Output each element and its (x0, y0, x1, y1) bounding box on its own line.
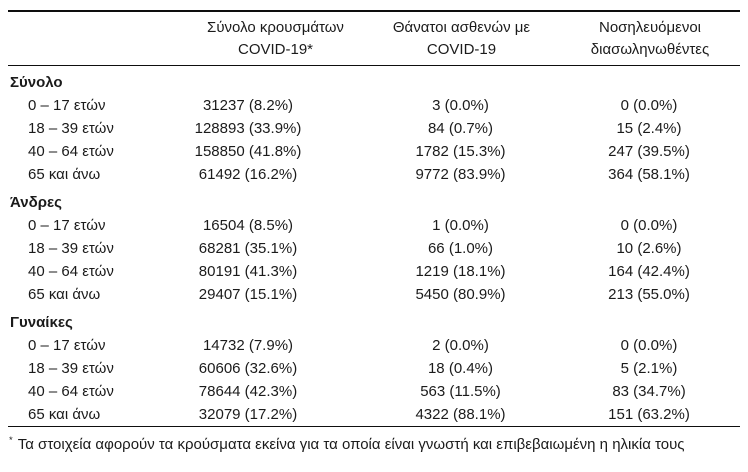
intubated-cell: 164 (42.4%) (608, 263, 690, 280)
divider-header-bottom (8, 65, 740, 66)
deaths-cell: 563 (11.5%) (420, 383, 501, 400)
deaths-cell: 9772 (83.9%) (415, 166, 506, 183)
cases-cell: 14732 (7.9%) (202, 337, 294, 354)
table-row: 18 – 39 ετών 128893 (33.9%) 84 (0.7%) 15 (2… (8, 117, 740, 140)
cases-cell: 32079 (17.2%) (198, 406, 298, 423)
section-label: Σύνολο (10, 74, 63, 91)
header-col-deaths: Θάνατοι ασθενών με COVID-19 (363, 17, 560, 61)
intubated-cell: 83 (34.7%) (612, 383, 686, 400)
footnote-asterisk-marker: * (9, 435, 13, 446)
age-group-label: 65 και άνω (28, 166, 101, 183)
intubated-cell: 5 (2.1%) (620, 360, 678, 377)
intubated-cell: 364 (58.1%) (608, 166, 690, 183)
table-row: 0 – 17 ετών 16504 (8.5%) 1 (0.0%) 0 (0.0%) (8, 214, 740, 237)
deaths-cell: 18 (0.4%) (427, 360, 494, 377)
intubated-cell: 247 (39.5%) (608, 143, 690, 160)
age-group-label: 65 και άνω (28, 286, 101, 303)
deaths-cell (363, 311, 558, 334)
intubated-cell (558, 191, 740, 214)
intubated-cell: 10 (2.6%) (616, 240, 682, 257)
intubated-cell: 15 (2.4%) (616, 120, 682, 137)
cases-cell: 29407 (15.1%) (198, 286, 298, 303)
header-intubated-line1: Νοσηλευόμενοι (598, 19, 701, 36)
deaths-cell (363, 71, 558, 94)
intubated-cell: 0 (0.0%) (620, 337, 678, 354)
covid-age-table: Σύνολο κρουσμάτων COVID-19* Θάνατοι ασθε… (8, 10, 740, 454)
table-row: 18 – 39 ετών 60606 (32.6%) 18 (0.4%) 5 (2.1… (8, 357, 740, 380)
intubated-cell: 151 (63.2%) (608, 406, 690, 423)
deaths-cell: 4322 (88.1%) (415, 406, 506, 423)
table-row: 65 και άνω 32079 (17.2%) 4322 (88.1%) 151 (… (8, 403, 740, 426)
age-group-label: 65 και άνω (28, 406, 101, 423)
footnote-text: Τα στοιχεία αφορούν τα κρούσματα εκείνα … (17, 436, 685, 453)
section-label: Άνδρες (10, 194, 62, 211)
header-deaths-line2: COVID-19 (426, 41, 497, 58)
header-intubated-line2: διασωληνωθέντες (590, 41, 710, 58)
deaths-cell: 84 (0.7%) (427, 120, 494, 137)
cases-cell: 61492 (16.2%) (198, 166, 298, 183)
section-header-row: Γυναίκες (8, 311, 740, 334)
header-col-intubated: Νοσηλευόμενοι διασωληνωθέντες (560, 17, 740, 61)
header-deaths-line1: Θάνατοι ασθενών με (392, 19, 531, 36)
table-row: 40 – 64 ετών 78644 (42.3%) 563 (11.5%) 83 (… (8, 380, 740, 403)
header-empty-cell (8, 17, 188, 61)
cases-cell: 68281 (35.1%) (198, 240, 298, 257)
table-row: 40 – 64 ετών 158850 (41.8%) 1782 (15.3%) 24… (8, 140, 740, 163)
age-group-label: 18 – 39 ετών (28, 120, 114, 137)
intubated-cell (558, 71, 740, 94)
deaths-cell: 66 (1.0%) (427, 240, 494, 257)
table-row: 65 και άνω 61492 (16.2%) 9772 (83.9%) 364 (… (8, 163, 740, 186)
age-group-label: 40 – 64 ετών (28, 143, 114, 160)
deaths-cell: 3 (0.0%) (432, 97, 489, 114)
age-group-label: 0 – 17 ετών (28, 217, 106, 234)
table-row: 65 και άνω 29407 (15.1%) 5450 (80.9%) 213 (… (8, 283, 740, 306)
deaths-cell: 1219 (18.1%) (415, 263, 506, 280)
cases-cell: 158850 (41.8%) (194, 143, 302, 160)
cases-cell (133, 191, 363, 214)
cases-cell (133, 311, 363, 334)
divider-table-bottom (8, 426, 740, 427)
header-cases-line2: COVID-19* (237, 41, 314, 58)
cases-cell: 16504 (8.5%) (202, 217, 294, 234)
table-row: 40 – 64 ετών 80191 (41.3%) 1219 (18.1%) 164… (8, 260, 740, 283)
intubated-cell: 0 (0.0%) (620, 97, 678, 114)
age-group-label: 40 – 64 ετών (28, 383, 114, 400)
deaths-cell: 2 (0.0%) (432, 337, 489, 354)
cases-cell (133, 71, 363, 94)
deaths-cell: 1 (0.0%) (432, 217, 489, 234)
table-body: Σύνολο 0 – 17 ετών 31237 (8.2%) 3 (0.0%) 0 (… (8, 66, 740, 426)
age-group-label: 18 – 39 ετών (28, 360, 114, 377)
deaths-cell (363, 191, 558, 214)
age-group-label: 18 – 39 ετών (28, 240, 114, 257)
cases-cell: 60606 (32.6%) (198, 360, 298, 377)
cases-cell: 78644 (42.3%) (198, 383, 298, 400)
table-row: 18 – 39 ετών 68281 (35.1%) 66 (1.0%) 10 (2.… (8, 237, 740, 260)
deaths-cell: 1782 (15.3%) (415, 143, 506, 160)
table-header-row: Σύνολο κρουσμάτων COVID-19* Θάνατοι ασθε… (8, 12, 740, 65)
intubated-cell: 213 (55.0%) (608, 286, 690, 303)
cases-cell: 31237 (8.2%) (202, 97, 294, 114)
footnote: * Τα στοιχεία αφορούν τα κρούσματα εκείνα… (8, 427, 740, 454)
table-row: 0 – 17 ετών 14732 (7.9%) 2 (0.0%) 0 (0.0%) (8, 334, 740, 357)
header-col-cases: Σύνολο κρουσμάτων COVID-19* (188, 17, 363, 61)
section-label: Γυναίκες (10, 314, 73, 331)
deaths-cell: 5450 (80.9%) (415, 286, 506, 303)
divider-top (8, 10, 740, 12)
cases-cell: 128893 (33.9%) (194, 120, 302, 137)
section-header-row: Άνδρες (8, 191, 740, 214)
header-cases-line1: Σύνολο κρουσμάτων (207, 19, 344, 36)
cases-cell: 80191 (41.3%) (198, 263, 298, 280)
age-group-label: 0 – 17 ετών (28, 337, 106, 354)
section-header-row: Σύνολο (8, 71, 740, 94)
age-group-label: 40 – 64 ετών (28, 263, 114, 280)
age-group-label: 0 – 17 ετών (28, 97, 106, 114)
table-row: 0 – 17 ετών 31237 (8.2%) 3 (0.0%) 0 (0.0%) (8, 94, 740, 117)
intubated-cell (558, 311, 740, 334)
intubated-cell: 0 (0.0%) (620, 217, 678, 234)
